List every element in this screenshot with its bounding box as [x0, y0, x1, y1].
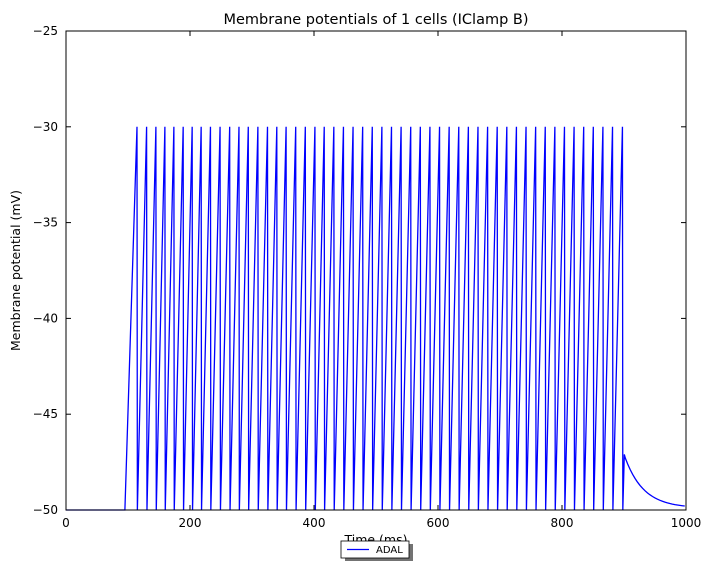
y-tick-label: −35: [33, 216, 58, 230]
legend-box: [340, 540, 410, 559]
y-tick-label: −50: [33, 503, 58, 517]
legend: ADAL: [340, 540, 413, 561]
x-tick-label: 0: [62, 516, 70, 530]
y-tick-label: −45: [33, 407, 58, 421]
x-tick-label: 800: [551, 516, 574, 530]
chart-title: Membrane potentials of 1 cells (IClamp B…: [223, 12, 528, 28]
y-axis-label: Membrane potential (mV): [8, 190, 23, 351]
y-axis-ticks: −50 −45 −40 −35 −30 −25: [33, 24, 686, 517]
y-tick-label: −40: [33, 311, 58, 325]
y-tick-label: −25: [33, 24, 58, 38]
legend-label-adal: ADAL: [376, 545, 403, 556]
x-tick-label: 400: [303, 516, 326, 530]
y-tick-label: −30: [33, 120, 58, 134]
x-tick-label: 200: [179, 516, 202, 530]
x-tick-label: 1000: [671, 516, 702, 530]
series-line-adal: [66, 126, 685, 511]
plot-frame: [65, 30, 687, 511]
x-axis-ticks: 0 200 400 600 800 1000: [62, 31, 701, 530]
x-tick-label: 600: [427, 516, 450, 530]
series-group: [66, 126, 685, 511]
